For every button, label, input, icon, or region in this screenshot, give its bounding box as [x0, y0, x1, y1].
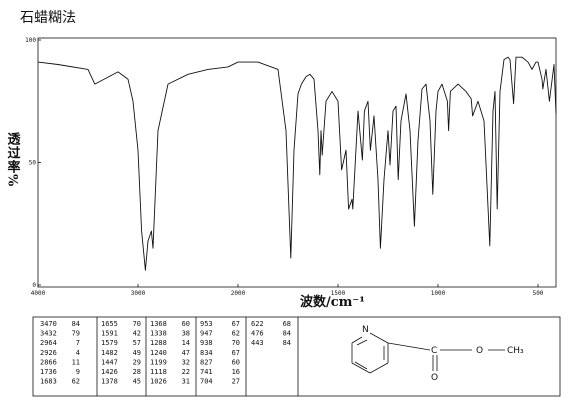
peak-wavenumber: 1199	[150, 358, 167, 366]
x-tick-label: 4000	[31, 290, 46, 297]
x-axis-label: 波数/cm⁻¹	[300, 294, 365, 310]
peak-wavenumber: 1378	[101, 378, 118, 386]
peak-transmittance: 67	[232, 349, 240, 357]
peak-transmittance: 14	[182, 339, 190, 347]
peak-wavenumber: 2866	[40, 358, 57, 366]
x-tick-label: 3000	[131, 290, 146, 297]
peak-transmittance: 70	[133, 320, 141, 328]
peak-wavenumber: 1447	[101, 358, 118, 366]
peak-transmittance: 68	[283, 320, 291, 328]
peak-transmittance: 11	[72, 358, 80, 366]
peak-wavenumber: 2926	[40, 349, 57, 357]
peak-transmittance: 62	[232, 330, 240, 338]
x-tick-label: 1500	[331, 290, 346, 297]
peak-wavenumber: 1026	[150, 378, 167, 386]
peak-wavenumber: 1683	[40, 378, 57, 386]
peak-transmittance: 70	[232, 339, 240, 347]
peak-wavenumber: 1579	[101, 339, 118, 347]
x-tick-label: 2000	[231, 290, 246, 297]
peak-transmittance: 84	[283, 330, 291, 338]
peak-wavenumber: 3470	[40, 320, 57, 328]
peak-transmittance: 84	[72, 320, 80, 328]
peak-wavenumber: 1591	[101, 330, 118, 338]
bond	[354, 361, 368, 370]
structure	[351, 332, 505, 374]
peak-wavenumber: 1655	[101, 320, 118, 328]
peak-transmittance: 16	[232, 368, 240, 376]
peak-wavenumber: 1482	[101, 349, 118, 357]
atom-label: O	[431, 373, 438, 383]
peak-wavenumber: 741	[200, 368, 213, 376]
peak-transmittance: 49	[133, 349, 141, 357]
peak-wavenumber: 443	[251, 339, 264, 347]
bond	[387, 342, 431, 351]
table-frame	[32, 316, 561, 397]
peak-wavenumber: 947	[200, 330, 213, 338]
peak-wavenumber: 622	[251, 320, 264, 328]
peak-transmittance: 62	[72, 378, 80, 386]
bond	[369, 332, 389, 344]
plot-frame	[37, 37, 557, 288]
peak-transmittance: 28	[133, 368, 141, 376]
peak-wavenumber: 704	[200, 378, 213, 386]
bond	[369, 362, 389, 374]
peak-wavenumber: 938	[200, 339, 213, 347]
peak-wavenumber: 1338	[150, 330, 167, 338]
atom-label: O	[476, 346, 483, 356]
peak-transmittance: 45	[133, 378, 141, 386]
peak-transmittance: 29	[133, 358, 141, 366]
peak-transmittance: 9	[76, 368, 80, 376]
atom-label: CH₃	[507, 346, 524, 356]
peak-transmittance: 32	[182, 358, 190, 366]
peak-wavenumber: 953	[200, 320, 213, 328]
peak-transmittance: 67	[232, 320, 240, 328]
peak-wavenumber: 1736	[40, 368, 57, 376]
peak-wavenumber: 1288	[150, 339, 167, 347]
peak-transmittance: 7	[76, 339, 80, 347]
page-title: 石蜡糊法	[20, 10, 76, 26]
peak-transmittance: 31	[182, 378, 190, 386]
peak-wavenumber: 2964	[40, 339, 57, 347]
x-tick-label: 1000	[431, 290, 446, 297]
peak-transmittance: 47	[182, 349, 190, 357]
y-axis-label: 透过率%	[5, 132, 21, 187]
peak-transmittance: 27	[232, 378, 240, 386]
atom-label: C	[431, 346, 437, 356]
peak-wavenumber: 1118	[150, 368, 167, 376]
bond	[351, 362, 371, 374]
y-tick-label: 50	[29, 160, 37, 167]
peak-transmittance: 4	[76, 349, 80, 357]
peak-wavenumber: 1240	[150, 349, 167, 357]
peak-transmittance: 79	[72, 330, 80, 338]
peak-transmittance: 42	[133, 330, 141, 338]
peak-transmittance: 84	[283, 339, 291, 347]
peak-transmittance: 60	[232, 358, 240, 366]
peak-wavenumber: 476	[251, 330, 264, 338]
peak-wavenumber: 827	[200, 358, 213, 366]
peak-table: 3470 84 3432 79 2964 7 2926 4 2866 11 1736 9 1683 62 1…	[40, 317, 299, 396]
plot: 0 50 100 4000 3000 2000 1500 1000 500	[25, 37, 557, 297]
bond	[356, 339, 368, 346]
peak-wavenumber: 1426	[101, 368, 118, 376]
spectrum-line	[37, 56, 557, 271]
peak-wavenumber: 1368	[150, 320, 167, 328]
peak-transmittance: 60	[182, 320, 190, 328]
peak-transmittance: 38	[182, 330, 190, 338]
x-tick-label: 500	[533, 290, 544, 297]
peak-transmittance: 22	[182, 368, 190, 376]
peak-transmittance: 57	[133, 339, 141, 347]
peak-wavenumber: 834	[200, 349, 213, 357]
bond	[351, 336, 363, 344]
y-tick-label: 100	[25, 37, 36, 44]
y-tick-label: 0	[32, 282, 36, 289]
atom-label: N	[362, 325, 369, 335]
peak-wavenumber: 3432	[40, 330, 57, 338]
